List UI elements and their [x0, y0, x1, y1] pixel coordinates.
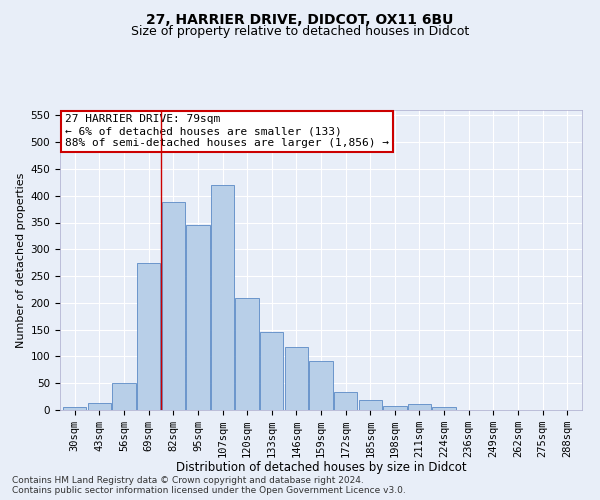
- Text: 27 HARRIER DRIVE: 79sqm
← 6% of detached houses are smaller (133)
88% of semi-de: 27 HARRIER DRIVE: 79sqm ← 6% of detached…: [65, 114, 389, 148]
- Bar: [408, 404, 431, 410]
- Bar: [161, 202, 185, 410]
- Y-axis label: Number of detached properties: Number of detached properties: [16, 172, 26, 348]
- Text: Size of property relative to detached houses in Didcot: Size of property relative to detached ho…: [131, 25, 469, 38]
- Bar: [63, 408, 86, 410]
- Bar: [235, 298, 259, 410]
- Text: 27, HARRIER DRIVE, DIDCOT, OX11 6BU: 27, HARRIER DRIVE, DIDCOT, OX11 6BU: [146, 12, 454, 26]
- Bar: [260, 332, 283, 410]
- Bar: [334, 392, 358, 410]
- Text: Contains public sector information licensed under the Open Government Licence v3: Contains public sector information licen…: [12, 486, 406, 495]
- Bar: [88, 403, 111, 410]
- Bar: [112, 383, 136, 410]
- Bar: [284, 348, 308, 410]
- Bar: [383, 406, 407, 410]
- Bar: [359, 400, 382, 410]
- X-axis label: Distribution of detached houses by size in Didcot: Distribution of detached houses by size …: [176, 462, 466, 474]
- Bar: [211, 185, 234, 410]
- Bar: [137, 262, 160, 410]
- Text: Contains HM Land Registry data © Crown copyright and database right 2024.: Contains HM Land Registry data © Crown c…: [12, 476, 364, 485]
- Bar: [433, 408, 456, 410]
- Bar: [310, 360, 332, 410]
- Bar: [186, 225, 209, 410]
